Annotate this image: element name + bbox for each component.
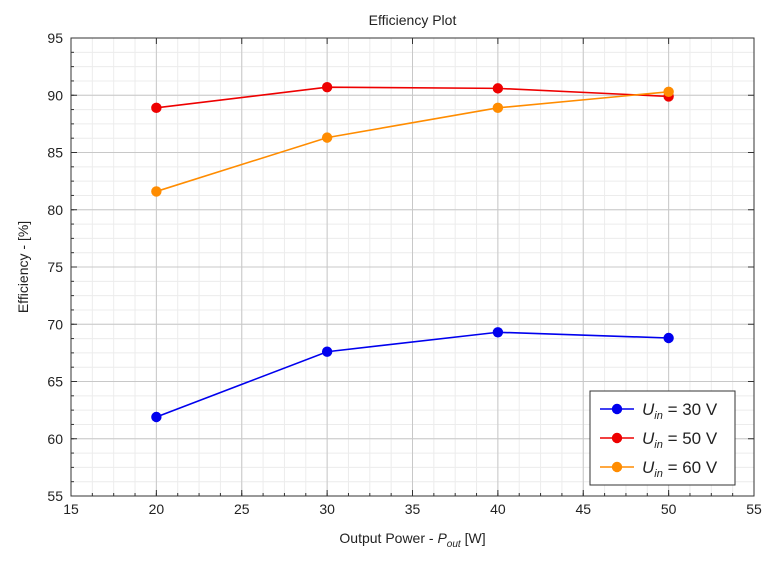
x-tick-label: 50 (661, 501, 677, 517)
y-tick-label: 85 (47, 145, 63, 161)
data-point (151, 186, 162, 197)
legend-value: = 60 V (663, 458, 718, 477)
x-axis-label: Output Power - Pout [W] (339, 530, 485, 550)
legend-label: Uin = 50 V (642, 429, 718, 451)
chart-title: Efficiency Plot (369, 12, 457, 28)
series-line (156, 91, 669, 193)
x-tick-label: 25 (234, 501, 250, 517)
data-point (321, 346, 333, 357)
legend-var: U (642, 400, 655, 419)
x-tick-label: 15 (63, 501, 79, 517)
legend-item-2: Uin = 50 V (600, 429, 718, 451)
legend-label: Uin = 60 V (642, 458, 718, 480)
data-point (321, 132, 333, 143)
data-point (492, 102, 504, 114)
x-tick-label: 35 (405, 501, 421, 517)
legend-sub: in (654, 410, 663, 422)
y-tick-label: 60 (47, 431, 63, 447)
x-tick-label: 45 (575, 501, 591, 517)
data-point (492, 83, 504, 94)
series-line (156, 86, 669, 109)
x-axis-label-suffix: [W] (461, 530, 486, 546)
data-point (321, 82, 333, 93)
y-tick-label: 70 (47, 316, 63, 332)
data-point (151, 411, 162, 423)
series-3 (151, 86, 674, 197)
y-tick-label: 55 (47, 488, 63, 504)
x-axis-label-prefix: Output Power - (339, 530, 437, 546)
legend-var: U (642, 429, 655, 448)
series-1 (151, 327, 674, 423)
x-axis-label-sub: out (447, 539, 462, 550)
y-tick-label: 80 (47, 202, 63, 218)
axis-ticks: 15 20 25 30 35 40 45 50 55 55 60 65 70 75 80 85 90 95 (47, 30, 762, 517)
data-point (663, 86, 674, 98)
x-tick-label: 30 (319, 501, 335, 517)
x-axis-label-var: P (437, 530, 447, 546)
legend-value: = 30 V (663, 400, 718, 419)
y-tick-label: 65 (47, 374, 63, 390)
data-point (151, 102, 162, 114)
x-tick-label: 55 (746, 501, 762, 517)
series-line (156, 331, 669, 418)
series-group (151, 82, 674, 423)
series-2 (151, 82, 674, 114)
data-point (663, 332, 674, 344)
y-axis-label: Efficiency - [%] (15, 221, 31, 313)
legend-marker (611, 461, 623, 473)
legend-marker (611, 432, 623, 444)
y-tick-label: 95 (47, 30, 63, 46)
legend-sub: in (654, 439, 663, 451)
y-tick-label: 90 (47, 87, 63, 103)
legend-item-1: Uin = 30 V (600, 400, 718, 422)
legend-sub: in (654, 468, 663, 480)
legend-label: Uin = 30 V (642, 400, 718, 422)
y-tick-label: 75 (47, 259, 63, 275)
legend-item-3: Uin = 60 V (600, 458, 718, 480)
x-tick-label: 40 (490, 501, 506, 517)
legend-marker (611, 403, 623, 415)
legend-value: = 50 V (663, 429, 718, 448)
data-point (492, 327, 504, 338)
legend-var: U (642, 458, 655, 477)
x-tick-label: 20 (149, 501, 165, 517)
